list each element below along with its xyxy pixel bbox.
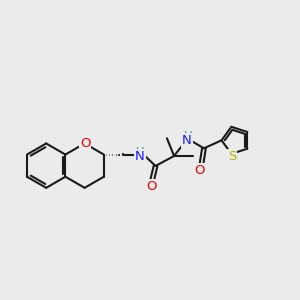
Text: N: N: [135, 150, 145, 163]
Text: O: O: [195, 164, 205, 177]
Text: O: O: [146, 181, 157, 194]
Text: S: S: [228, 150, 236, 163]
Text: N: N: [182, 134, 192, 147]
Text: O: O: [80, 137, 90, 150]
Text: H: H: [184, 130, 192, 143]
Text: H: H: [136, 146, 144, 159]
